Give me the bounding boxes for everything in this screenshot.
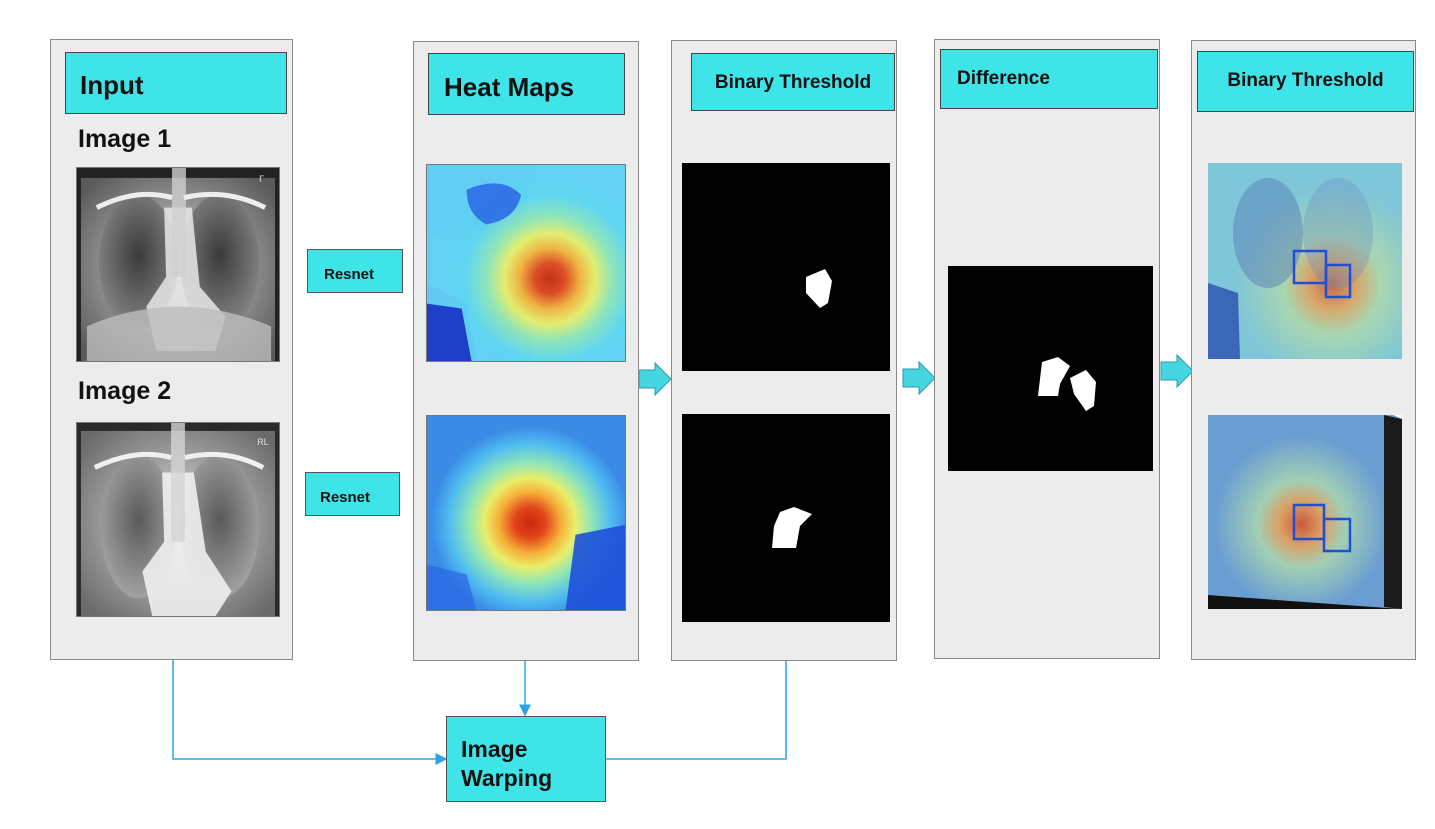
input-panel-header: Input — [65, 52, 287, 114]
resnet-box-bottom: Resnet — [305, 472, 400, 516]
result-overlay-2 — [1208, 415, 1402, 609]
binary-mask-1 — [682, 163, 890, 371]
result-panel-header: Binary Threshold — [1197, 51, 1414, 112]
svg-text:RL: RL — [257, 437, 268, 447]
binary-threshold-title: Binary Threshold — [714, 72, 872, 93]
input-panel-title: Input — [80, 70, 144, 100]
result-overlay-1 — [1208, 163, 1402, 359]
heatmap-panel-title: Heat Maps — [444, 72, 575, 102]
difference-panel-header: Difference — [940, 49, 1158, 109]
arrow-heatmap-to-binary — [638, 361, 672, 397]
resnet-box-top: Resnet — [307, 249, 403, 293]
xray-image-1: Γ — [76, 167, 280, 362]
heatmap-image-2 — [426, 415, 626, 611]
heatmap-panel-header: Heat Maps — [428, 53, 625, 115]
resnet-bottom-label: Resnet — [320, 489, 371, 506]
image-warping-line2: Warping — [461, 765, 553, 791]
svg-text:Γ: Γ — [259, 174, 264, 184]
difference-panel-title: Difference — [957, 68, 1050, 89]
input-to-warping-connector — [172, 660, 448, 765]
image-warping-line1: Image — [461, 736, 528, 762]
difference-mask — [948, 266, 1153, 471]
binary-threshold-header: Binary Threshold — [691, 53, 895, 111]
xray-image-2: RL — [76, 422, 280, 617]
heatmap-image-1 — [426, 164, 626, 362]
image1-label: Image 1 — [78, 125, 172, 153]
result-panel-title: Binary Threshold — [1227, 70, 1384, 91]
image2-label: Image 2 — [78, 377, 172, 405]
image-warping-box: Image Warping — [446, 716, 606, 802]
resnet-top-label: Resnet — [324, 266, 375, 283]
arrow-binary-to-difference — [902, 360, 936, 396]
warping-to-binary-connector — [605, 623, 792, 760]
arrow-difference-to-result — [1160, 353, 1194, 389]
binary-mask-2 — [682, 414, 890, 622]
